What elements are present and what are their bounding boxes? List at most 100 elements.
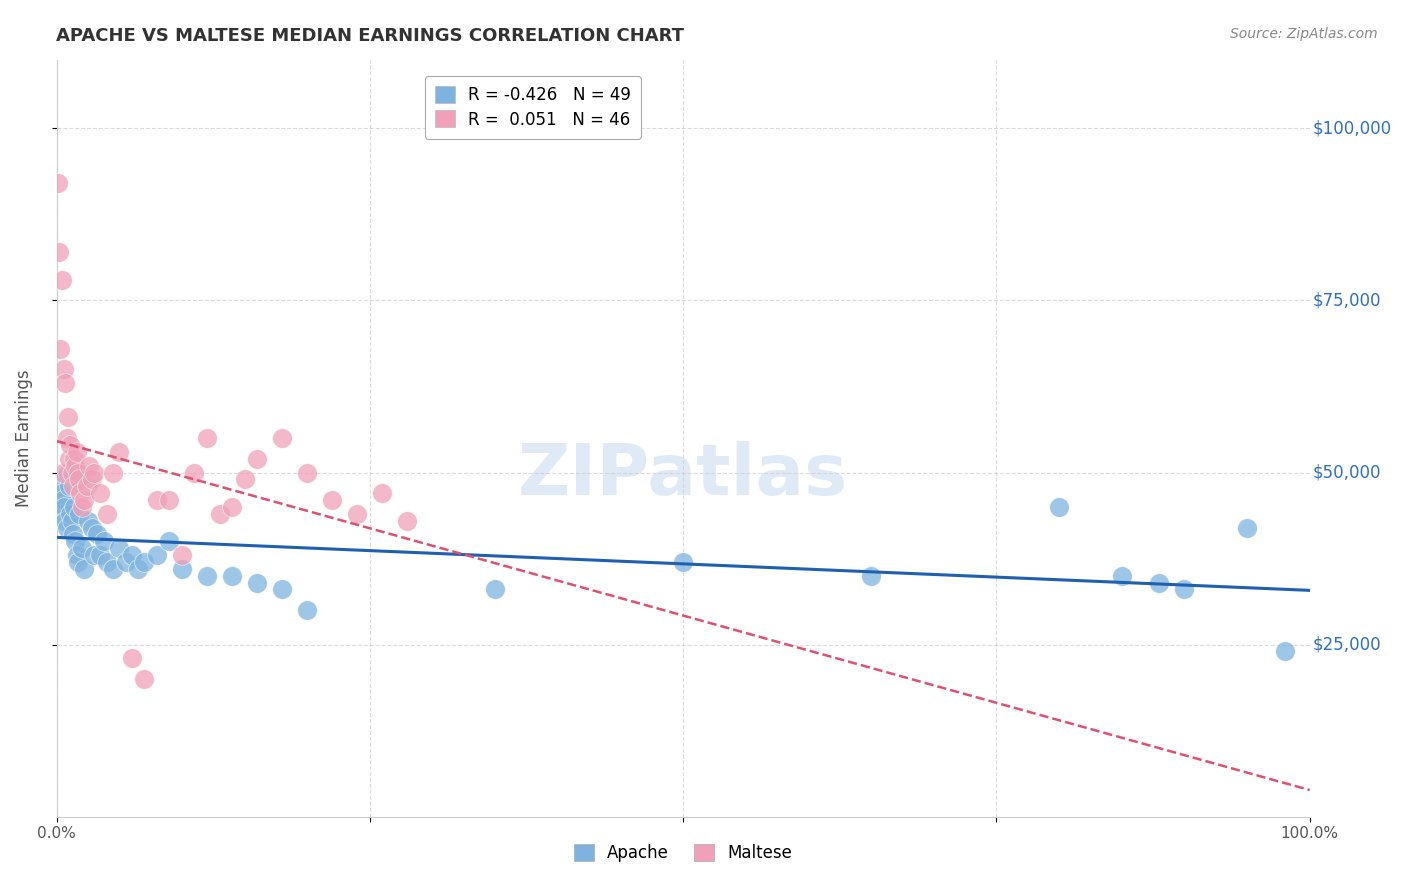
Point <box>56 466 79 480</box>
Point <box>183 466 205 480</box>
Point <box>96 555 118 569</box>
Point <box>83 466 105 480</box>
Point <box>48 479 70 493</box>
Point <box>69 486 91 500</box>
Text: APACHE VS MALTESE MEDIAN EARNINGS CORRELATION CHART: APACHE VS MALTESE MEDIAN EARNINGS CORREL… <box>56 27 685 45</box>
Point <box>157 493 180 508</box>
Point <box>83 548 105 562</box>
Point <box>195 431 218 445</box>
Point <box>346 507 368 521</box>
Point <box>62 479 84 493</box>
Point <box>56 410 79 425</box>
Point <box>65 534 87 549</box>
Point <box>121 651 143 665</box>
Point <box>63 500 86 514</box>
Point <box>55 376 77 390</box>
Point <box>108 541 131 556</box>
Point <box>63 451 86 466</box>
Point <box>48 245 70 260</box>
Point <box>146 548 169 562</box>
Point <box>66 445 89 459</box>
Point <box>208 507 231 521</box>
Point <box>86 527 108 541</box>
Legend: R = -0.426   N = 49, R =  0.051   N = 46: R = -0.426 N = 49, R = 0.051 N = 46 <box>425 76 641 138</box>
Point <box>60 466 83 480</box>
Point <box>62 527 84 541</box>
Point <box>233 472 256 486</box>
Point <box>127 562 149 576</box>
Point <box>52 493 75 508</box>
Point <box>51 273 73 287</box>
Point <box>70 500 93 514</box>
Point <box>371 486 394 500</box>
Point <box>484 582 506 597</box>
Text: ZIPatlas: ZIPatlas <box>517 442 848 510</box>
Point <box>73 562 96 576</box>
Point <box>66 466 89 480</box>
Point <box>49 507 72 521</box>
Point <box>108 445 131 459</box>
Point <box>195 568 218 582</box>
Point <box>170 548 193 562</box>
Point <box>101 466 124 480</box>
Point <box>80 472 103 486</box>
Point <box>55 431 77 445</box>
Point <box>58 451 80 466</box>
Point <box>860 568 883 582</box>
Text: Source: ZipAtlas.com: Source: ZipAtlas.com <box>1230 27 1378 41</box>
Point <box>73 493 96 508</box>
Point <box>297 466 319 480</box>
Point <box>67 472 90 486</box>
Point <box>101 562 124 576</box>
Point <box>246 575 269 590</box>
Point <box>76 479 98 493</box>
Point <box>1274 644 1296 658</box>
Point <box>297 603 319 617</box>
Text: $75,000: $75,000 <box>1312 292 1381 310</box>
Point <box>67 507 90 521</box>
Point <box>221 568 243 582</box>
Text: $100,000: $100,000 <box>1312 120 1392 137</box>
Point <box>121 548 143 562</box>
Point <box>77 458 100 473</box>
Point <box>170 562 193 576</box>
Point <box>271 431 294 445</box>
Point <box>77 514 100 528</box>
Point <box>70 541 93 556</box>
Point <box>157 534 180 549</box>
Point <box>221 500 243 514</box>
Point <box>55 514 77 528</box>
Point <box>59 438 82 452</box>
Point <box>396 514 419 528</box>
Y-axis label: Median Earnings: Median Earnings <box>15 369 32 507</box>
Point <box>672 555 695 569</box>
Point <box>246 451 269 466</box>
Point <box>146 493 169 508</box>
Point <box>1047 500 1070 514</box>
Point <box>1111 568 1133 582</box>
Point <box>93 534 115 549</box>
Point <box>89 486 111 500</box>
Point <box>65 458 87 473</box>
Point <box>58 479 80 493</box>
Point <box>1173 582 1195 597</box>
Text: $50,000: $50,000 <box>1312 464 1381 482</box>
Point <box>52 466 75 480</box>
Point <box>53 362 76 376</box>
Point <box>321 493 343 508</box>
Point <box>271 582 294 597</box>
Point <box>53 500 76 514</box>
Point <box>89 548 111 562</box>
Point <box>1149 575 1171 590</box>
Point <box>80 520 103 534</box>
Point <box>134 555 156 569</box>
Text: $25,000: $25,000 <box>1312 636 1381 654</box>
Point <box>66 555 89 569</box>
Point <box>60 514 83 528</box>
Point <box>96 507 118 521</box>
Point <box>134 672 156 686</box>
Point <box>114 555 136 569</box>
Point <box>51 486 73 500</box>
Point <box>55 520 77 534</box>
Point <box>59 507 82 521</box>
